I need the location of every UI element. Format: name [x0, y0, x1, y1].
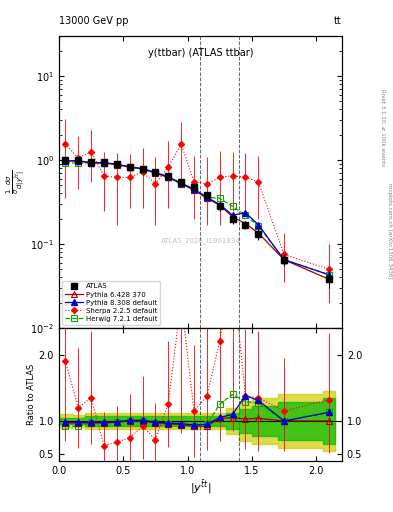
Legend: ATLAS, Pythia 6.428 370, Pythia 8.308 default, Sherpa 2.2.5 default, Herwig 7.2.: ATLAS, Pythia 6.428 370, Pythia 8.308 de… [62, 281, 160, 325]
Line: Pythia 6.428 370: Pythia 6.428 370 [62, 158, 332, 282]
Pythia 8.308 default [230, 212, 235, 218]
Pythia 8.308 default [102, 160, 107, 166]
Pythia 6.428 370 [166, 174, 171, 180]
Pythia 6.428 370 [230, 214, 235, 220]
Herwig 7.2.1 default [243, 212, 248, 218]
Pythia 8.308 default [140, 165, 145, 172]
Herwig 7.2.1 default [89, 160, 94, 166]
Pythia 8.308 default [76, 158, 81, 164]
X-axis label: $|y^{\bar{t}t}|$: $|y^{\bar{t}t}|$ [190, 478, 211, 496]
Pythia 6.428 370 [140, 166, 145, 172]
Pythia 8.308 default [127, 164, 132, 170]
Herwig 7.2.1 default [76, 160, 81, 166]
Pythia 8.308 default [63, 158, 68, 164]
Pythia 6.428 370 [204, 195, 209, 201]
Pythia 8.308 default [256, 222, 261, 228]
Line: Herwig 7.2.1 default: Herwig 7.2.1 default [62, 160, 332, 278]
Herwig 7.2.1 default [179, 181, 184, 187]
Herwig 7.2.1 default [192, 187, 196, 193]
Text: 13000 GeV pp: 13000 GeV pp [59, 15, 129, 26]
Text: mcplots.cern.ch [arXiv:1306.3436]: mcplots.cern.ch [arXiv:1306.3436] [387, 183, 391, 278]
Herwig 7.2.1 default [256, 223, 261, 229]
Pythia 8.308 default [282, 257, 286, 263]
Pythia 8.308 default [166, 174, 171, 180]
Herwig 7.2.1 default [127, 164, 132, 170]
Herwig 7.2.1 default [153, 170, 158, 176]
Pythia 6.428 370 [243, 221, 248, 227]
Herwig 7.2.1 default [114, 162, 119, 168]
Pythia 8.308 default [192, 186, 196, 192]
Pythia 6.428 370 [63, 158, 68, 164]
Pythia 6.428 370 [217, 202, 222, 208]
Pythia 8.308 default [204, 194, 209, 200]
Pythia 6.428 370 [327, 276, 331, 282]
Pythia 6.428 370 [127, 164, 132, 170]
Herwig 7.2.1 default [166, 174, 171, 180]
Line: Pythia 8.308 default: Pythia 8.308 default [62, 158, 332, 278]
Pythia 8.308 default [153, 169, 158, 176]
Pythia 6.428 370 [192, 187, 196, 193]
Herwig 7.2.1 default [327, 272, 331, 278]
Pythia 6.428 370 [102, 160, 107, 166]
Herwig 7.2.1 default [63, 160, 68, 166]
Pythia 8.308 default [114, 161, 119, 167]
Pythia 8.308 default [179, 180, 184, 186]
Text: tt: tt [334, 15, 342, 26]
Text: y(ttbar) (ATLAS ttbar): y(ttbar) (ATLAS ttbar) [148, 48, 253, 57]
Pythia 6.428 370 [114, 162, 119, 168]
Herwig 7.2.1 default [102, 160, 107, 166]
Pythia 8.308 default [89, 160, 94, 166]
Herwig 7.2.1 default [217, 195, 222, 201]
Text: ATLAS_2020_I1901834: ATLAS_2020_I1901834 [161, 237, 240, 244]
Pythia 6.428 370 [282, 257, 286, 263]
Pythia 8.308 default [217, 201, 222, 207]
Pythia 6.428 370 [256, 230, 261, 236]
Pythia 6.428 370 [76, 158, 81, 164]
Y-axis label: Ratio to ATLAS: Ratio to ATLAS [27, 364, 36, 425]
Herwig 7.2.1 default [282, 257, 286, 263]
Pythia 6.428 370 [179, 181, 184, 187]
Herwig 7.2.1 default [140, 166, 145, 172]
Pythia 8.308 default [243, 210, 248, 216]
Pythia 6.428 370 [153, 170, 158, 176]
Y-axis label: $\frac{1}{\sigma}\frac{d\sigma}{d|y^{\bar{t}t}|}$: $\frac{1}{\sigma}\frac{d\sigma}{d|y^{\ba… [5, 169, 28, 195]
Text: Rivet 3.1.10, ≥ 100k events: Rivet 3.1.10, ≥ 100k events [381, 90, 386, 166]
Herwig 7.2.1 default [204, 194, 209, 200]
Pythia 8.308 default [327, 272, 331, 278]
Herwig 7.2.1 default [230, 203, 235, 209]
Pythia 6.428 370 [89, 160, 94, 166]
